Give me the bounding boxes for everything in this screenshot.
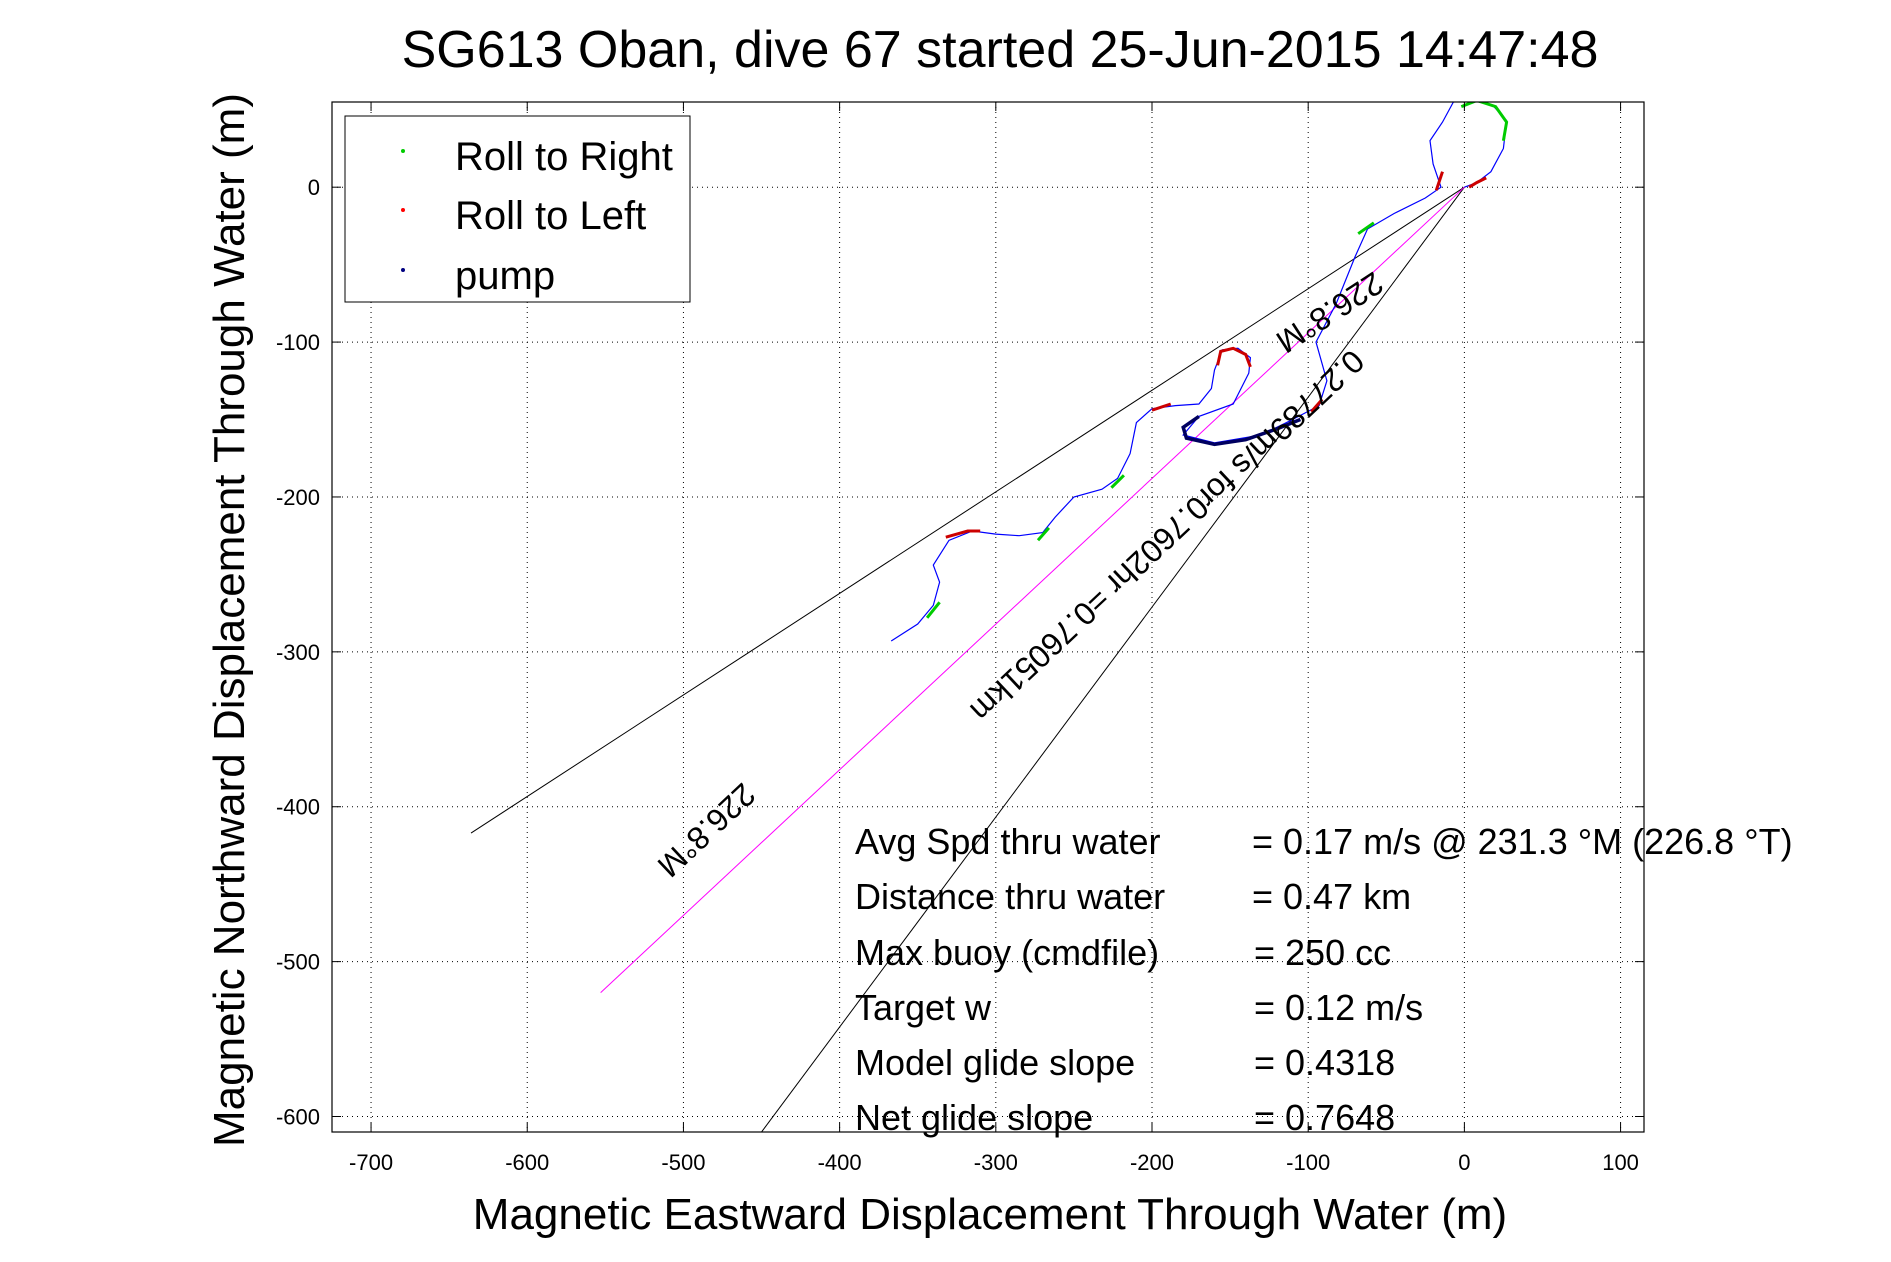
roll-right-segment: [1036, 526, 1051, 542]
x-tick-label: 0: [1458, 1150, 1470, 1175]
stat-value-model-glide: = 0.4318: [1254, 1042, 1395, 1083]
stat-value-max-buoy: = 250 cc: [1254, 932, 1391, 973]
x-tick-label: 100: [1602, 1150, 1639, 1175]
grid: [332, 102, 1644, 1132]
legend: Roll to Right Roll to Left pump: [344, 115, 691, 303]
y-tick-label: -600: [276, 1105, 320, 1130]
axes-frame: [331, 101, 1645, 1133]
x-axis-title: Magnetic Eastward Displacement Through W…: [473, 1190, 1507, 1239]
legend-marker-pump: [401, 268, 405, 272]
stat-label-model-glide: Model glide slope: [855, 1042, 1135, 1083]
roll-left-segment: [945, 529, 981, 539]
roll-left-segment: [1310, 398, 1324, 413]
stat-label-max-buoy: Max buoy (cmdfile): [855, 932, 1159, 973]
stat-label-avg-speed: Avg Spd thru water: [855, 821, 1161, 862]
stat-label-distance: Distance thru water: [855, 876, 1165, 917]
y-axis-title: Magnetic Northward Displacement Through …: [205, 93, 254, 1147]
legend-marker-roll-left: [401, 208, 405, 212]
heading-ray-0: [470, 186, 1465, 834]
x-tick-label: -700: [349, 1150, 393, 1175]
roll-right-segment: [925, 601, 941, 619]
stat-value-avg-speed: = 0.17 m/s @ 231.3 °M (226.8 °T): [1252, 821, 1793, 862]
roll-left-segment: [1216, 346, 1252, 368]
roll-left-segment: [1151, 402, 1172, 412]
y-tick-label: -200: [276, 485, 320, 510]
roll-right-segment: [1110, 474, 1125, 489]
x-tick-label: -300: [974, 1150, 1018, 1175]
roll-right-segment: [1357, 221, 1375, 235]
x-tick-label: -400: [818, 1150, 862, 1175]
stat-label-net-glide: Net glide slope: [855, 1097, 1093, 1138]
legend-label-roll-right: Roll to Right: [455, 135, 673, 179]
x-tick-label: -200: [1130, 1150, 1174, 1175]
y-tick-label: 0: [308, 175, 320, 200]
roll-left-segment: [1434, 171, 1444, 191]
heading-ray-1: [761, 186, 1465, 1132]
x-tick-label: -500: [661, 1150, 705, 1175]
stat-value-distance: = 0.47 km: [1252, 876, 1411, 917]
y-tick-label: -500: [276, 950, 320, 975]
legend-label-pump: pump: [455, 254, 555, 298]
stat-value-net-glide: = 0.7648: [1254, 1097, 1395, 1138]
chart-title: SG613 Oban, dive 67 started 25-Jun-2015 …: [402, 21, 1599, 79]
stat-label-target-w: Target w: [855, 987, 992, 1028]
heading-ray-2: [600, 186, 1465, 993]
legend-marker-roll-right: [401, 149, 405, 153]
roll-left-segment: [1468, 176, 1487, 189]
y-tick-label: -300: [276, 640, 320, 665]
plot-area: [470, 102, 1509, 1132]
stat-value-target-w: = 0.12 m/s: [1254, 987, 1423, 1028]
legend-label-roll-left: Roll to Left: [455, 194, 646, 238]
x-tick-label: -100: [1286, 1150, 1330, 1175]
pump-segment: [1181, 414, 1302, 447]
y-tick-label: -400: [276, 795, 320, 820]
ticks: -700 -600 -500 -400 -300 -200 -100 0 100 0 -100 -20…: [276, 102, 1644, 1175]
stats-annotations: Avg Spd thru water = 0.17 m/s @ 231.3 °M…: [855, 821, 1793, 1138]
dive-track-line: [890, 102, 1508, 642]
y-tick-label: -100: [276, 330, 320, 355]
x-tick-label: -600: [505, 1150, 549, 1175]
